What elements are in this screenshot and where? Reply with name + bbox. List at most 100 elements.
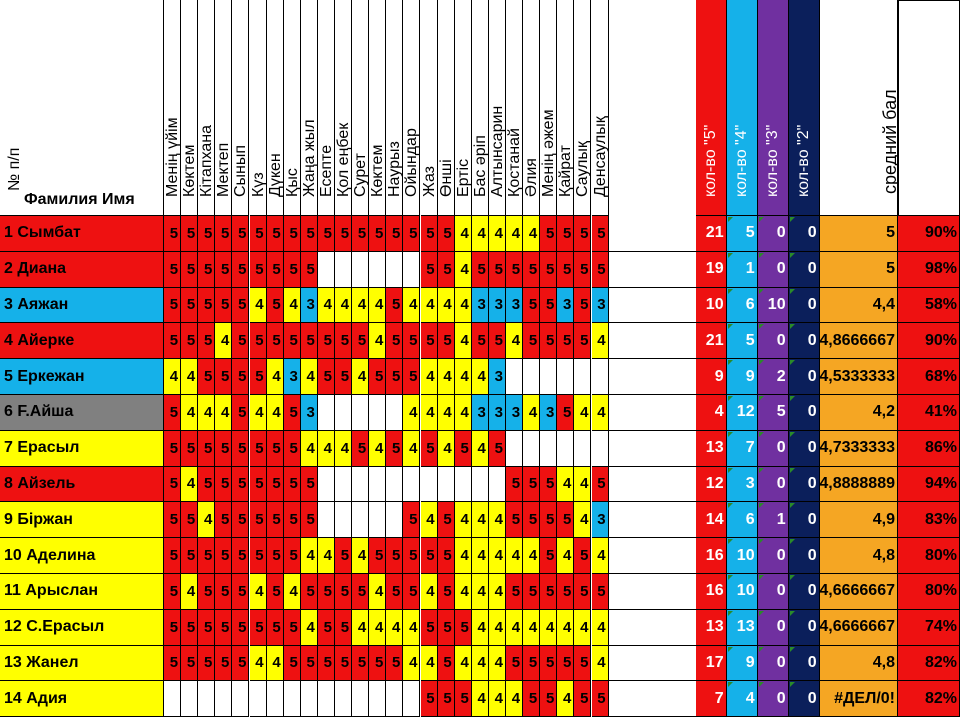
subject-header: Өнші [437, 0, 455, 216]
grade-cell: 5 [164, 574, 182, 610]
grade-cell: 4 [266, 359, 284, 395]
grade-cell: 5 [317, 216, 335, 252]
grade-cell: 5 [557, 502, 575, 539]
grade-cell: 5 [300, 502, 318, 539]
grade-cell: 5 [232, 395, 250, 431]
grade-cell [317, 466, 335, 503]
grade-cell: 4 [471, 502, 489, 539]
grade-cell: 4 [369, 609, 387, 646]
grade-cell: 4 [283, 287, 301, 324]
grade-cell: 4 [557, 538, 575, 574]
grade-cell [215, 681, 233, 718]
count-header: кол-во "3" [757, 0, 789, 216]
error-indicator-icon [789, 252, 795, 258]
grade-cell: 5 [335, 645, 353, 682]
grade-cell [249, 681, 267, 718]
error-indicator-icon [727, 324, 733, 330]
grade-cell: 5 [198, 574, 216, 610]
grade-cell: 5 [283, 251, 301, 288]
student-name: 9 Біржан [0, 502, 164, 539]
grade-cell: 5 [403, 574, 421, 610]
grade-cell: 5 [523, 574, 541, 610]
grade-cell: 5 [335, 538, 353, 574]
error-indicator-icon [727, 646, 733, 652]
grade-cell [352, 681, 370, 718]
error-indicator-icon [789, 682, 795, 688]
count-4-cell: 12 [726, 395, 758, 431]
grade-cell [369, 502, 387, 539]
grade-cell: 5 [198, 466, 216, 503]
student-name: 4 Айерке [0, 323, 164, 360]
grade-cell: 4 [300, 538, 318, 574]
grade-cell [317, 502, 335, 539]
spacer-cell [608, 609, 696, 646]
grade-cell: 4 [317, 538, 335, 574]
grade-cell: 5 [215, 216, 233, 252]
grade-cell: 5 [540, 323, 558, 360]
subject-header-label: Менің үйім [164, 117, 181, 197]
subject-header: Көктем [369, 0, 387, 216]
grade-cell [335, 681, 353, 718]
grade-cell: 3 [591, 287, 609, 324]
average-cell: 5 [820, 251, 898, 288]
error-indicator-icon [758, 396, 764, 401]
grade-cell: 4 [574, 395, 592, 431]
grade-cell: 5 [164, 251, 182, 288]
grade-cell: 4 [557, 466, 575, 503]
grade-cell: 5 [249, 609, 267, 646]
grade-cell: 5 [164, 609, 182, 646]
grade-cell: 4 [506, 609, 524, 646]
grade-cell [369, 466, 387, 503]
grade-cell: 4 [403, 395, 421, 431]
grade-cell: 5 [335, 216, 353, 252]
subject-header-label: Қайрат [557, 145, 575, 197]
count-5-cell: 16 [695, 574, 727, 610]
grade-cell: 4 [181, 574, 199, 610]
grade-cell: 5 [403, 323, 421, 360]
spacer-cell [608, 466, 696, 503]
grade-cell: 5 [335, 323, 353, 360]
grade-cell: 5 [266, 609, 284, 646]
grade-cell: 5 [198, 323, 216, 360]
grade-cell: 4 [454, 538, 472, 574]
grade-cell: 4 [454, 502, 472, 539]
subject-header-label: Саулық [574, 141, 592, 197]
grade-cell: 4 [574, 609, 592, 646]
grade-cell: 4 [471, 574, 489, 610]
grade-cell: 3 [506, 395, 524, 431]
grade-cell: 5 [300, 251, 318, 288]
grade-cell [591, 430, 609, 467]
error-indicator-icon [789, 467, 795, 473]
grade-cell: 5 [317, 359, 335, 395]
grade-cell: 5 [420, 609, 438, 646]
subject-header-label: Күз [249, 172, 267, 197]
grade-cell: 5 [403, 359, 421, 395]
grade-cell: 5 [352, 430, 370, 467]
student-name: 14 Адия [0, 681, 164, 718]
grade-cell [506, 359, 524, 395]
grade-cell: 5 [232, 359, 250, 395]
error-indicator-icon [789, 360, 795, 366]
grade-cell: 4 [454, 323, 472, 360]
grade-cell: 5 [181, 645, 199, 682]
grade-cell: 5 [437, 645, 455, 682]
grade-cell: 4 [420, 359, 438, 395]
spacer-cell [608, 538, 696, 574]
grade-cell: 4 [420, 287, 438, 324]
count-header-label: кол-во "5" [701, 124, 719, 197]
grade-cell [386, 395, 404, 431]
subject-header: Жаз [420, 0, 438, 216]
grade-cell: 4 [352, 609, 370, 646]
student-name: 13 Жанел [0, 645, 164, 682]
count-5-cell: 7 [695, 681, 727, 718]
grade-cell: 4 [369, 323, 387, 360]
grade-cell: 5 [335, 359, 353, 395]
grade-cell [232, 681, 250, 718]
count-5-cell: 17 [695, 645, 727, 682]
grade-cell [557, 359, 575, 395]
grade-cell: 5 [181, 538, 199, 574]
grade-cell: 5 [266, 502, 284, 539]
grade-cell: 5 [506, 645, 524, 682]
grade-cell: 5 [181, 251, 199, 288]
grade-cell: 5 [506, 466, 524, 503]
